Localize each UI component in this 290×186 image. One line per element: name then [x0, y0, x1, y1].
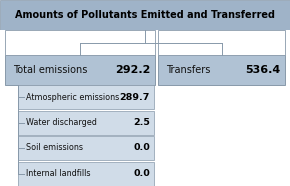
Text: Transfers: Transfers: [166, 65, 210, 75]
Bar: [0, 0, 290, 30]
Text: 289.7: 289.7: [119, 92, 150, 102]
Text: 0.0: 0.0: [133, 144, 150, 153]
Text: Internal landfills: Internal landfills: [26, 169, 90, 178]
Bar: [18, 161, 154, 185]
Text: 292.2: 292.2: [115, 65, 150, 75]
Text: 536.4: 536.4: [245, 65, 280, 75]
Bar: [18, 85, 154, 109]
Text: Soil emissions: Soil emissions: [26, 144, 83, 153]
Text: Amounts of Pollutants Emitted and Transferred: Amounts of Pollutants Emitted and Transf…: [15, 10, 275, 20]
Bar: [158, 55, 285, 85]
Text: Atmospheric emissions: Atmospheric emissions: [26, 92, 119, 102]
Bar: [18, 136, 154, 160]
Bar: [5, 55, 155, 85]
Text: 0.0: 0.0: [133, 169, 150, 178]
Bar: [158, 30, 285, 55]
Text: 2.5: 2.5: [133, 118, 150, 127]
Bar: [0, 30, 290, 55]
Text: Total emissions: Total emissions: [13, 65, 87, 75]
Bar: [5, 30, 155, 55]
Bar: [18, 110, 154, 134]
Text: Water discharged: Water discharged: [26, 118, 97, 127]
